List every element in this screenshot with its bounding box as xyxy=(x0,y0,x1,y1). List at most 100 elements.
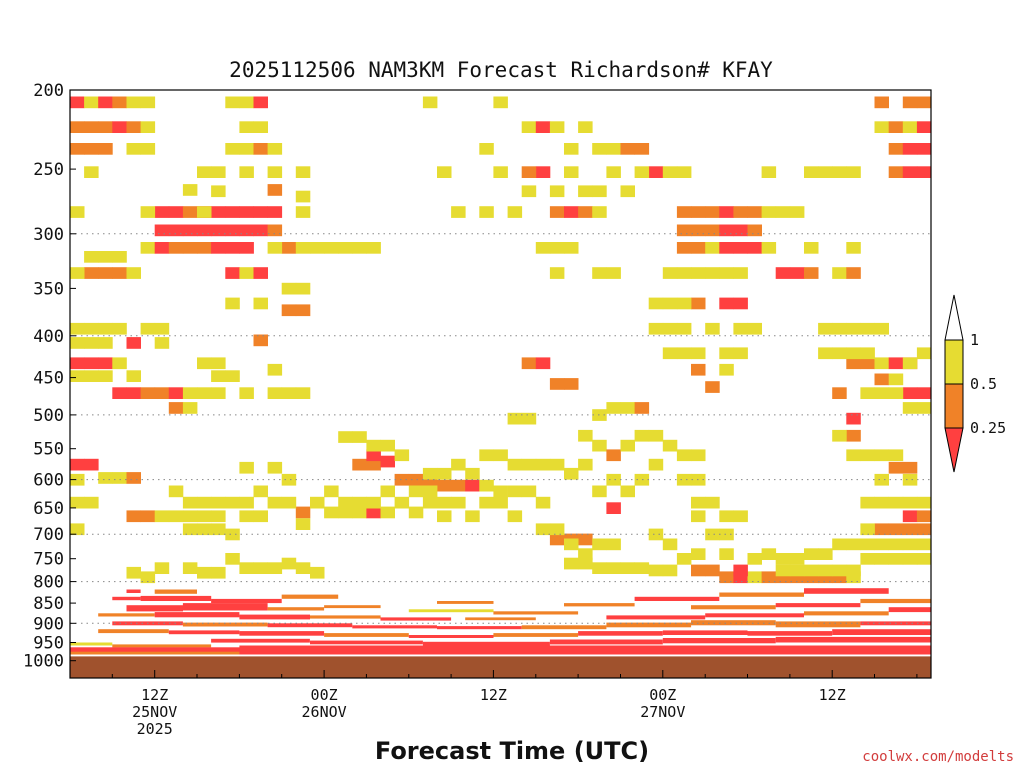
heatmap-cell xyxy=(832,387,847,399)
heatmap-cell xyxy=(733,297,748,310)
heatmap-cell xyxy=(902,523,918,536)
heatmap-cell xyxy=(98,267,113,279)
heatmap-cell xyxy=(832,166,847,178)
heatmap-cell xyxy=(860,538,875,551)
heatmap-cell xyxy=(521,485,537,498)
heatmap-cell xyxy=(648,528,664,541)
heatmap-cell xyxy=(620,143,635,155)
heatmap-band xyxy=(310,640,423,645)
heatmap-cell xyxy=(493,96,508,109)
heatmap-cell xyxy=(535,357,551,370)
heatmap-band xyxy=(691,620,776,626)
heatmap-cell xyxy=(465,479,480,492)
heatmap-cell xyxy=(140,571,156,584)
heatmap-band xyxy=(182,622,268,627)
heatmap-band xyxy=(98,629,169,634)
heatmap-cell xyxy=(634,143,650,155)
y-tick-label: 750 xyxy=(33,550,64,570)
heatmap-cell xyxy=(606,166,621,178)
heatmap-cell xyxy=(789,564,805,577)
heatmap-cell xyxy=(126,472,141,484)
legend-label: 0.25 xyxy=(970,419,1006,437)
heatmap-cell xyxy=(606,143,621,155)
ground-fill xyxy=(70,654,931,678)
heatmap-cell xyxy=(451,458,466,471)
heatmap-cell xyxy=(239,96,254,109)
heatmap-cell xyxy=(564,467,579,480)
heatmap-cell xyxy=(239,267,254,279)
heatmap-cell xyxy=(98,143,113,155)
heatmap-cell xyxy=(818,564,833,577)
legend-swatch-top xyxy=(944,294,964,341)
heatmap-cell xyxy=(380,506,395,519)
heatmap-cell xyxy=(719,363,734,376)
heatmap-cell xyxy=(126,143,141,155)
heatmap-cell xyxy=(197,206,212,218)
heatmap-band xyxy=(182,603,268,611)
heatmap-cell xyxy=(182,224,198,237)
heatmap-cell xyxy=(380,439,395,452)
heatmap-cell xyxy=(281,557,297,570)
heatmap-cell xyxy=(140,242,156,254)
heatmap-cell xyxy=(846,449,861,462)
heatmap-cell xyxy=(211,510,226,523)
heatmap-cell xyxy=(916,143,932,155)
heatmap-cell xyxy=(366,458,381,471)
heatmap-cell xyxy=(112,387,127,399)
heatmap-cell xyxy=(846,357,861,370)
heatmap-cell xyxy=(380,455,395,468)
heatmap-cell xyxy=(140,206,156,218)
heatmap-cell xyxy=(225,206,240,218)
heatmap-cell xyxy=(549,121,565,133)
heatmap-cell xyxy=(84,322,99,335)
heatmap-cell xyxy=(705,224,720,237)
heatmap-cell xyxy=(676,224,692,237)
heatmap-cell xyxy=(253,510,268,523)
heatmap-cell xyxy=(197,387,212,399)
heatmap-band xyxy=(860,598,931,604)
heatmap-cell xyxy=(592,143,607,155)
heatmap-cell xyxy=(789,206,805,218)
heatmap-band xyxy=(211,598,282,604)
heatmap-cell xyxy=(846,347,861,360)
legend: 1 0.5 0.25 xyxy=(944,294,1006,473)
heatmap-cell xyxy=(295,282,311,295)
heatmap-cell xyxy=(281,387,297,399)
heatmap-cell xyxy=(182,242,198,254)
heatmap-band xyxy=(606,615,706,620)
heatmap-cell xyxy=(676,297,692,310)
heatmap-cell xyxy=(352,431,367,443)
heatmap-cell xyxy=(902,496,918,509)
heatmap-cell xyxy=(338,431,353,443)
heatmap-cell xyxy=(239,206,254,218)
heatmap-cell xyxy=(860,496,875,509)
heatmap-cell xyxy=(126,267,141,279)
heatmap-cell xyxy=(549,533,565,546)
heatmap-cell xyxy=(197,166,212,178)
heatmap-band xyxy=(126,589,141,593)
heatmap-cell xyxy=(860,553,875,565)
heatmap-cell xyxy=(281,496,297,509)
heatmap-cell xyxy=(592,439,607,452)
heatmap-cell xyxy=(112,472,127,484)
heatmap-cell xyxy=(535,121,551,133)
heatmap-cell xyxy=(140,96,156,109)
heatmap-cell xyxy=(648,564,664,577)
heatmap-cell xyxy=(366,449,381,462)
heatmap-band xyxy=(168,630,240,635)
heatmap-cell xyxy=(211,357,226,370)
heatmap-cell xyxy=(902,166,918,178)
heatmap-cell xyxy=(84,166,99,178)
heatmap-cell xyxy=(578,533,593,546)
heatmap-cell xyxy=(310,242,325,254)
heatmap-cell xyxy=(719,528,734,541)
heatmap-cell xyxy=(211,166,226,178)
heatmap-cell xyxy=(888,373,904,386)
heatmap-cell xyxy=(606,402,621,414)
heatmap-cell xyxy=(437,496,452,509)
heatmap-cell xyxy=(70,496,85,509)
heatmap-cell xyxy=(70,267,85,279)
heatmap-cell xyxy=(182,184,198,196)
watermark: coolwx.com/modelts xyxy=(862,749,1014,765)
heatmap-cell xyxy=(197,496,212,509)
